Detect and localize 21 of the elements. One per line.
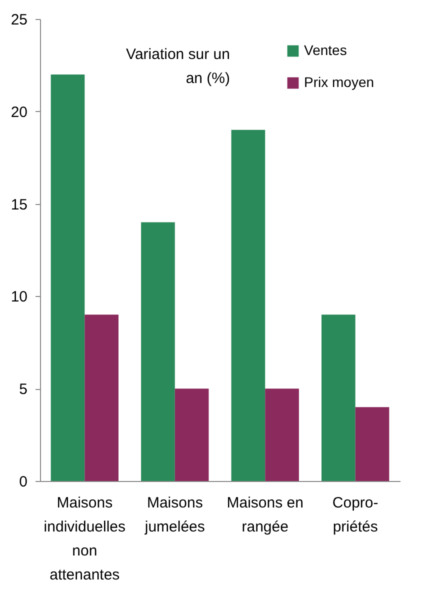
- bar: [141, 222, 175, 481]
- x-tick-label: Maisons en rangée: [226, 494, 304, 536]
- y-tick-label: 20: [10, 104, 28, 121]
- x-tick-label: Maisons individuelles non attenantes: [44, 494, 126, 584]
- legend-label: Ventes: [304, 42, 347, 58]
- y-tick-label: 10: [10, 288, 28, 306]
- x-tick-label: Maisons jumelées: [144, 494, 205, 536]
- y-tick-label: 15: [10, 196, 28, 214]
- y-tick-label: 0: [19, 474, 28, 490]
- bar: [174, 388, 209, 481]
- bar: [265, 388, 299, 481]
- bar: [84, 314, 118, 481]
- x-tick-label: Copro-priétés: [332, 494, 378, 536]
- bar: [50, 74, 85, 481]
- y-axis-title: Variation sur un an (%): [126, 46, 230, 87]
- y-tick-label: 25: [10, 12, 28, 28]
- y-tick-label: 5: [19, 381, 28, 398]
- bar: [231, 130, 266, 481]
- bar: [355, 407, 390, 481]
- legend-label: Prix moyen: [304, 74, 374, 90]
- bar: [322, 314, 356, 481]
